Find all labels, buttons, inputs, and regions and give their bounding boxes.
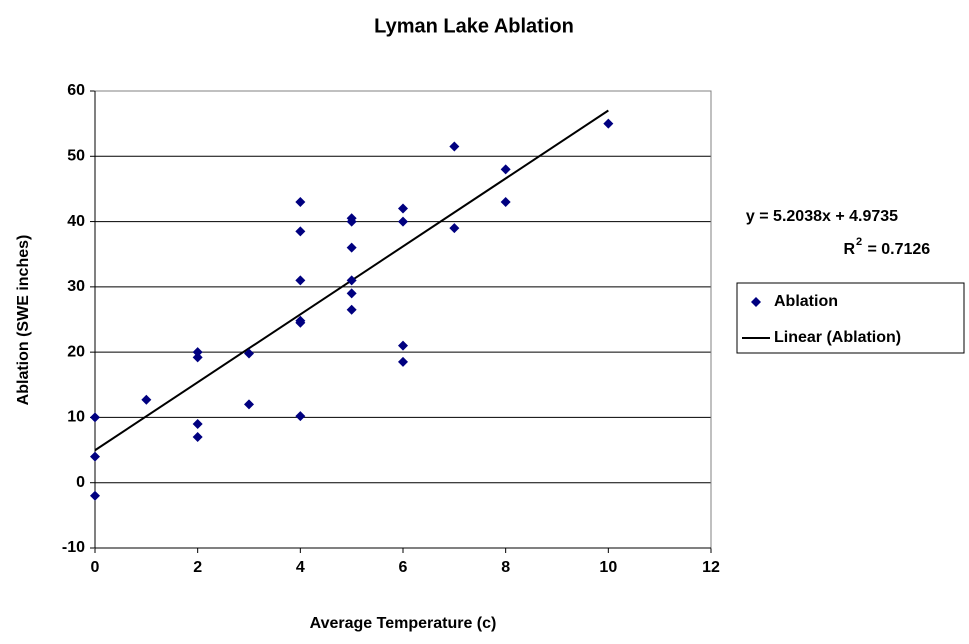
legend-marker bbox=[751, 297, 761, 307]
y-tick-label: 20 bbox=[67, 343, 85, 360]
data-point bbox=[192, 418, 203, 429]
data-point bbox=[449, 223, 460, 234]
legend-label: Linear (Ablation) bbox=[774, 329, 901, 346]
x-tick-label: 8 bbox=[501, 559, 510, 576]
data-point bbox=[295, 411, 306, 422]
y-tick-label: 60 bbox=[67, 82, 85, 99]
x-tick-label: 6 bbox=[399, 559, 408, 576]
data-point bbox=[244, 399, 254, 410]
data-point bbox=[500, 164, 511, 175]
data-point bbox=[346, 288, 357, 299]
data-point bbox=[500, 196, 511, 207]
data-point bbox=[90, 412, 100, 423]
chart-title: Lyman Lake Ablation bbox=[374, 15, 574, 37]
data-point bbox=[141, 394, 152, 405]
data-point bbox=[244, 348, 254, 359]
data-point bbox=[90, 451, 100, 462]
x-tick-label: 2 bbox=[193, 559, 202, 576]
data-point bbox=[603, 118, 614, 129]
y-tick-label: 40 bbox=[67, 213, 85, 230]
data-point bbox=[295, 275, 306, 286]
data-point bbox=[346, 216, 357, 227]
y-tick-label: -10 bbox=[62, 539, 85, 556]
data-point bbox=[346, 242, 357, 253]
data-point bbox=[346, 275, 357, 286]
trendline-equation: y = 5.2038x + 4.9735 bbox=[746, 208, 898, 225]
r-squared-text: = 0.7126 bbox=[863, 241, 930, 258]
r-squared-symbol: R bbox=[843, 241, 855, 258]
x-tick-label: 0 bbox=[91, 559, 100, 576]
y-tick-label: 10 bbox=[67, 409, 85, 426]
data-point bbox=[295, 196, 306, 207]
data-point bbox=[449, 141, 460, 152]
data-point bbox=[398, 216, 408, 227]
data-point bbox=[398, 356, 408, 367]
y-axis-label: Ablation (SWE inches) bbox=[15, 235, 32, 406]
data-point bbox=[398, 340, 408, 351]
x-axis-label: Average Temperature (c) bbox=[310, 615, 497, 632]
y-tick-label: 50 bbox=[67, 148, 85, 165]
data-point bbox=[295, 226, 306, 237]
x-tick-label: 12 bbox=[702, 559, 720, 576]
data-point bbox=[192, 432, 203, 443]
data-point bbox=[90, 490, 100, 501]
r-squared-exponent: 2 bbox=[856, 236, 862, 248]
y-tick-label: 0 bbox=[76, 474, 85, 491]
legend-label: Ablation bbox=[774, 293, 838, 310]
data-point bbox=[398, 203, 408, 214]
data-point bbox=[295, 317, 306, 328]
legend-box bbox=[736, 282, 965, 354]
data-point bbox=[192, 347, 203, 358]
data-point bbox=[346, 304, 357, 315]
x-tick-label: 10 bbox=[599, 559, 617, 576]
x-tick-label: 4 bbox=[296, 559, 305, 576]
data-point bbox=[192, 352, 203, 363]
y-tick-label: 30 bbox=[67, 278, 85, 295]
plot-border bbox=[94, 90, 712, 549]
